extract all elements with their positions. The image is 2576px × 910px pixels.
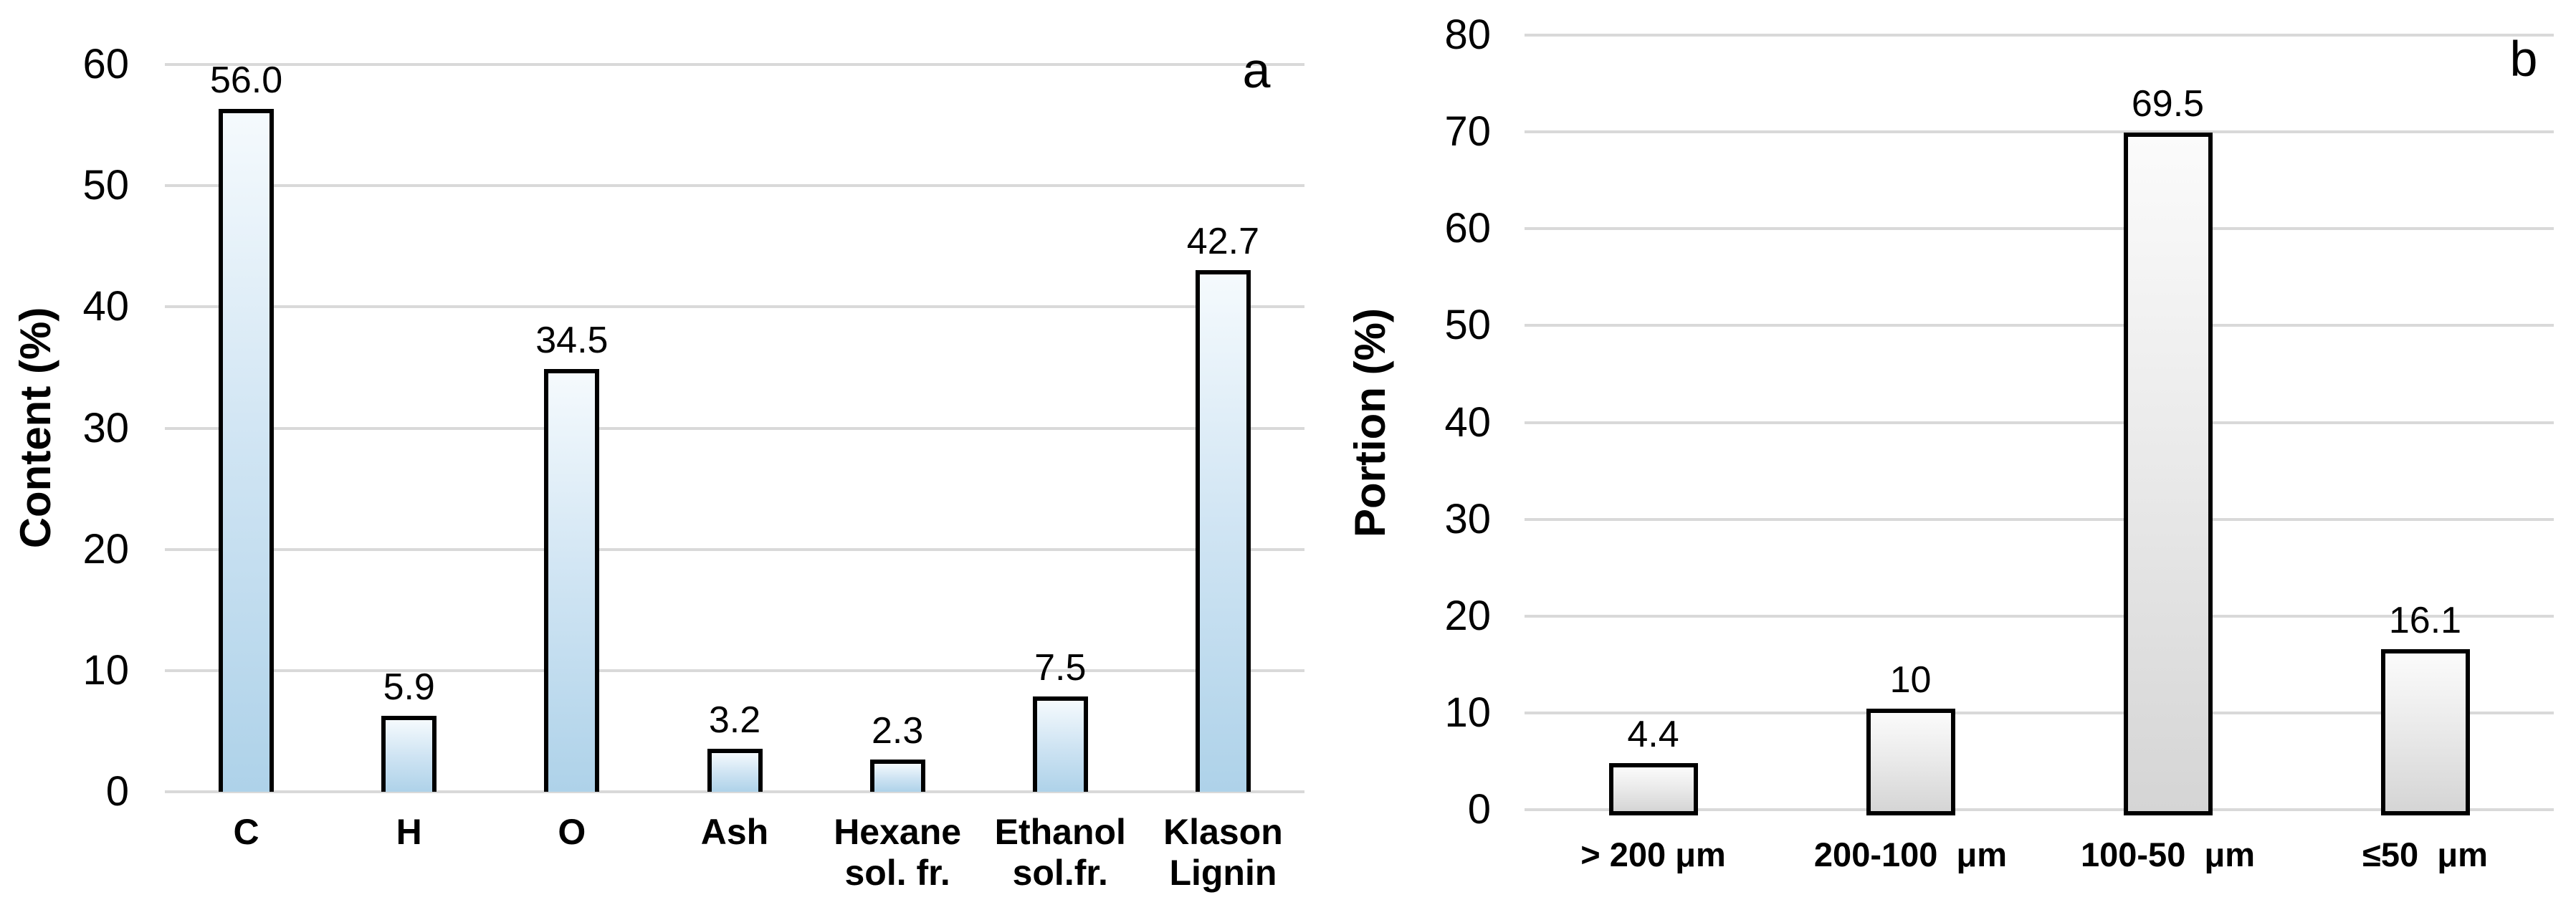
gridline xyxy=(1525,517,2554,521)
category-label: > 200 μm xyxy=(1580,835,1726,873)
gridline xyxy=(1525,614,2554,618)
bar-value-label: 7.5 xyxy=(1034,647,1087,689)
gridline xyxy=(165,305,1304,309)
gridline xyxy=(1525,130,2554,134)
bar xyxy=(2380,649,2470,815)
category-label: Hexane sol. fr. xyxy=(834,812,962,893)
bar-value-label: 10 xyxy=(1889,658,1932,701)
y-tick-label: 0 xyxy=(105,768,129,815)
bar-value-label: 42.7 xyxy=(1186,220,1260,262)
y-tick-label: 10 xyxy=(82,646,129,694)
gridline xyxy=(1525,808,2554,811)
bar-value-label: 2.3 xyxy=(871,710,924,752)
y-tick-label: 60 xyxy=(1444,205,1491,252)
gridline xyxy=(1525,227,2554,231)
bar-value-label: 69.5 xyxy=(2131,82,2205,125)
gridline xyxy=(165,790,1304,793)
category-label: O xyxy=(558,812,586,852)
bar xyxy=(1608,762,1698,815)
y-tick-label: 50 xyxy=(82,162,129,209)
gridline xyxy=(165,63,1304,66)
bar-value-label: 56.0 xyxy=(209,59,283,101)
bar-value-label: 4.4 xyxy=(1627,713,1679,755)
gridline xyxy=(165,184,1304,188)
gridline xyxy=(165,669,1304,672)
bar xyxy=(1195,269,1251,792)
y-tick-label: 30 xyxy=(82,404,129,451)
bar xyxy=(707,748,763,792)
y-tick-label: 60 xyxy=(82,41,129,87)
bar xyxy=(219,108,275,792)
category-label: 200-100 μm xyxy=(1813,835,2008,873)
gridline xyxy=(165,547,1304,551)
category-label: C xyxy=(233,812,259,852)
y-tick-label: 50 xyxy=(1444,302,1491,349)
category-label: Ash xyxy=(700,812,769,852)
bar-value-label: 3.2 xyxy=(708,699,761,741)
bar xyxy=(2123,132,2213,815)
y-tick-label: 70 xyxy=(1444,108,1491,155)
panel-letter-a: a xyxy=(1242,42,1271,98)
bar xyxy=(1866,708,1955,815)
bar xyxy=(544,369,600,792)
bar-value-label: 16.1 xyxy=(2388,600,2462,642)
gridline xyxy=(1525,711,2554,714)
gridline xyxy=(165,426,1304,430)
category-label: Ethanol sol.fr. xyxy=(994,812,1126,893)
bar xyxy=(869,760,925,792)
category-label: 100-50 μm xyxy=(2080,835,2255,873)
category-label: H xyxy=(396,812,422,852)
bar xyxy=(381,716,437,792)
y-tick-label: 20 xyxy=(82,525,129,573)
gridline xyxy=(1525,324,2554,327)
y-tick-label: 30 xyxy=(1444,495,1491,542)
y-tick-label: 40 xyxy=(82,283,129,330)
y-tick-label: 0 xyxy=(1467,786,1491,833)
bar xyxy=(1032,696,1088,792)
gridline xyxy=(1525,421,2554,424)
category-label: Klason Lignin xyxy=(1163,812,1283,893)
y-tick-label: 10 xyxy=(1444,689,1491,736)
y-tick-label: 20 xyxy=(1444,592,1491,639)
bar-value-label: 34.5 xyxy=(535,320,609,362)
y-tick-label: 40 xyxy=(1444,398,1491,446)
bar-value-label: 5.9 xyxy=(383,666,435,709)
panel-letter-b: b xyxy=(2509,31,2538,87)
category-label: ≤50 μm xyxy=(2362,835,2488,873)
y-tick-label: 80 xyxy=(1444,11,1491,58)
gridline xyxy=(1525,34,2554,37)
